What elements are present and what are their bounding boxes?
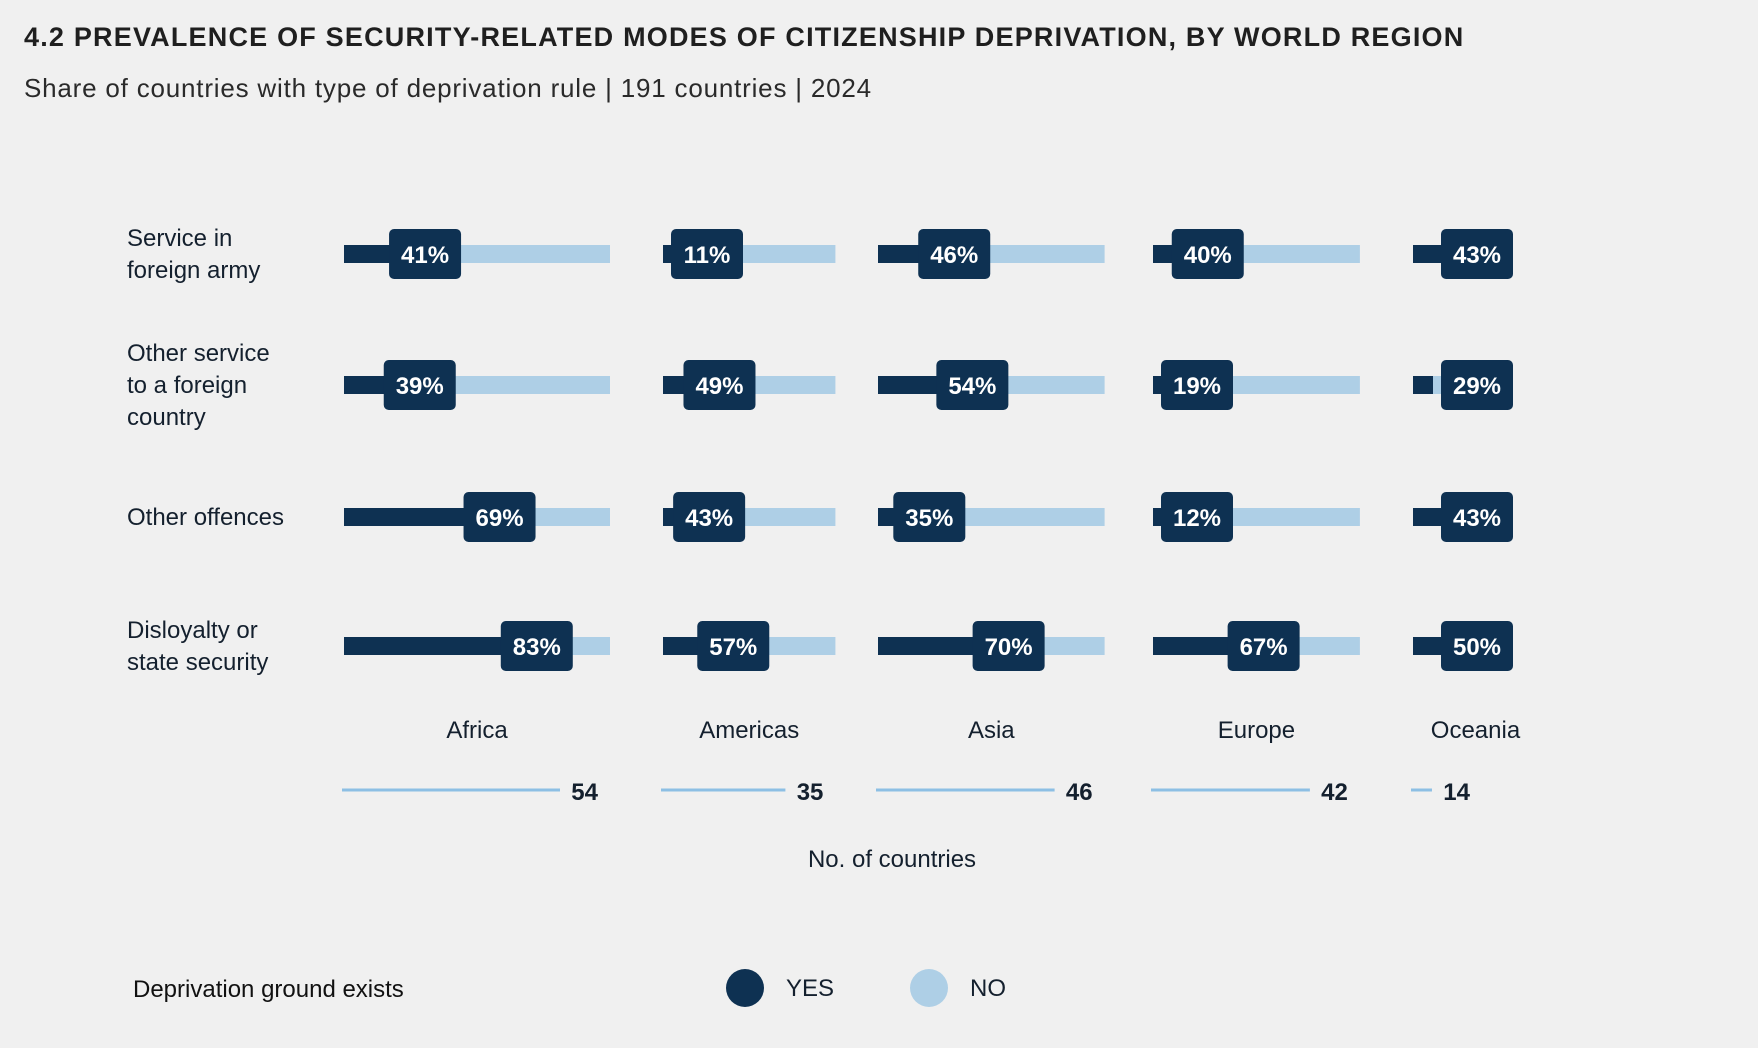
value-label-box (671, 229, 743, 279)
bar-yes (1413, 637, 1448, 655)
value-label-box (1227, 621, 1300, 671)
value-label-box (1161, 360, 1233, 410)
value-label: 49% (695, 373, 743, 400)
legend-label-yes: YES (786, 975, 834, 1002)
value-label-box (972, 621, 1045, 671)
value-label: 43% (685, 505, 733, 532)
value-label-box (1171, 229, 1244, 279)
value-label: 29% (1453, 373, 1501, 400)
bar-yes (1413, 508, 1443, 526)
value-label: 57% (709, 634, 757, 661)
value-label: 19% (1173, 373, 1221, 400)
value-label: 35% (905, 505, 953, 532)
row-label: Service in foreign army (127, 225, 260, 284)
count-axis-label: No. of countries (808, 846, 976, 873)
region-label: Africa (446, 717, 508, 744)
value-label-box (1441, 621, 1513, 671)
value-label: 12% (1173, 505, 1221, 532)
value-label: 67% (1240, 634, 1288, 661)
value-label-box (463, 492, 536, 542)
value-label-box (1161, 492, 1233, 542)
value-label-box (1441, 492, 1513, 542)
value-label-box (673, 492, 746, 542)
chart-subtitle: Share of countries with type of deprivat… (24, 73, 872, 103)
value-label-box (1441, 360, 1513, 410)
value-label: 43% (1453, 505, 1501, 532)
region-label: Asia (968, 717, 1015, 744)
value-label-box (383, 360, 456, 410)
value-label-box (683, 360, 756, 410)
value-label: 54% (948, 373, 996, 400)
legend-label-no: NO (970, 975, 1006, 1002)
value-label: 70% (985, 634, 1033, 661)
row-label: Disloyalty or state security (127, 617, 268, 676)
region-label: Europe (1218, 717, 1295, 744)
value-label: 46% (930, 242, 978, 269)
value-label-box (936, 360, 1009, 410)
legend-swatch-no (910, 969, 948, 1007)
value-label-box (893, 492, 966, 542)
value-label-box (1441, 229, 1513, 279)
count-value: 14 (1443, 779, 1470, 806)
value-label: 41% (401, 242, 449, 269)
value-label: 69% (476, 505, 524, 532)
value-label: 11% (684, 242, 731, 269)
value-label: 83% (513, 634, 561, 661)
count-value: 42 (1321, 779, 1348, 806)
row-label: Other offences (127, 504, 284, 531)
bar-yes (1413, 376, 1433, 394)
count-value: 46 (1066, 779, 1093, 806)
count-value: 54 (571, 779, 598, 806)
value-label: 39% (396, 373, 444, 400)
chart-title: 4.2 PREVALENCE OF SECURITY-RELATED MODES… (24, 22, 1465, 52)
row-label: Other service to a foreign country (127, 340, 270, 431)
count-value: 35 (797, 779, 824, 806)
value-label: 50% (1453, 634, 1501, 661)
region-label: Americas (699, 717, 799, 744)
value-label: 40% (1184, 242, 1232, 269)
region-label: Oceania (1431, 717, 1521, 744)
legend-swatch-yes (726, 969, 764, 1007)
legend-title: Deprivation ground exists (133, 976, 404, 1003)
value-label-box (389, 229, 462, 279)
value-label-box (500, 621, 573, 671)
value-label: 43% (1453, 242, 1501, 269)
value-label-box (918, 229, 991, 279)
value-label-box (697, 621, 770, 671)
bar-yes (1413, 245, 1443, 263)
